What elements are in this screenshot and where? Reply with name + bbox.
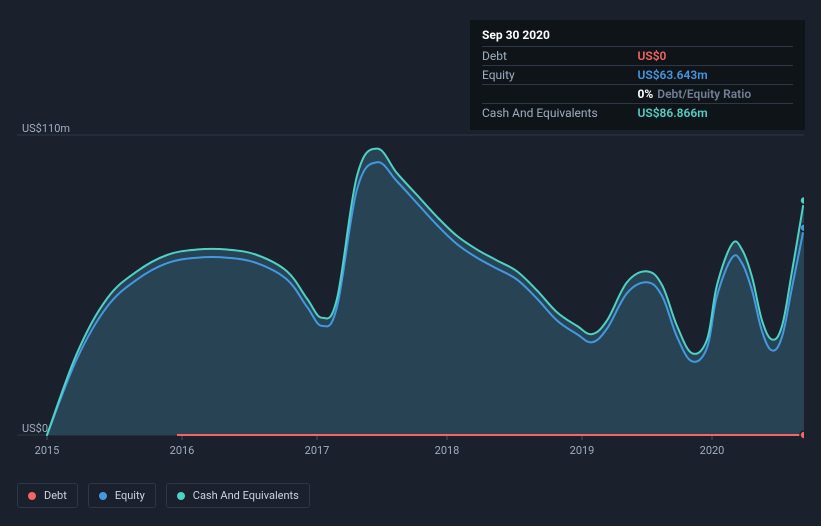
x-tick-label: 2015	[35, 444, 60, 457]
legend-label: Cash And Equivalents	[193, 489, 299, 502]
tooltip-debt-value: US$0	[638, 49, 794, 63]
equity-dot-icon	[99, 492, 107, 500]
legend-item-cash[interactable]: Cash And Equivalents	[166, 483, 310, 508]
tooltip: Sep 30 2020 Debt US$0 Equity US$63.643m …	[470, 20, 805, 130]
tooltip-debt-label: Debt	[482, 49, 638, 63]
x-tick-label: 2016	[170, 444, 195, 457]
tooltip-ratio: 0%Debt/Equity Ratio	[638, 87, 794, 101]
tooltip-ratio-pct: 0%	[638, 87, 654, 101]
tooltip-ratio-spacer	[482, 87, 638, 101]
x-tick-label: 2018	[435, 444, 460, 457]
cash-dot-icon	[177, 492, 185, 500]
x-tick-label: 2020	[700, 444, 725, 457]
tooltip-equity-value: US$63.643m	[638, 68, 794, 82]
debt-dot-icon	[28, 492, 36, 500]
tooltip-cash-label: Cash And Equivalents	[482, 106, 638, 120]
x-tick-label: 2017	[305, 444, 330, 457]
tooltip-ratio-label: Debt/Equity Ratio	[657, 87, 751, 101]
legend: Debt Equity Cash And Equivalents	[17, 483, 310, 508]
y-axis-max-label: US$110m	[22, 122, 70, 135]
y-axis-min-label: US$0	[22, 422, 48, 435]
tooltip-date: Sep 30 2020	[482, 28, 793, 42]
legend-label: Debt	[44, 489, 67, 502]
tooltip-cash-value: US$86.866m	[638, 106, 794, 120]
legend-item-equity[interactable]: Equity	[88, 483, 156, 508]
legend-item-debt[interactable]: Debt	[17, 483, 78, 508]
tooltip-equity-label: Equity	[482, 68, 638, 82]
x-tick-label: 2019	[570, 444, 595, 457]
x-axis: 2015 2016 2017 2018 2019 2020	[17, 444, 804, 464]
legend-label: Equity	[115, 489, 145, 502]
